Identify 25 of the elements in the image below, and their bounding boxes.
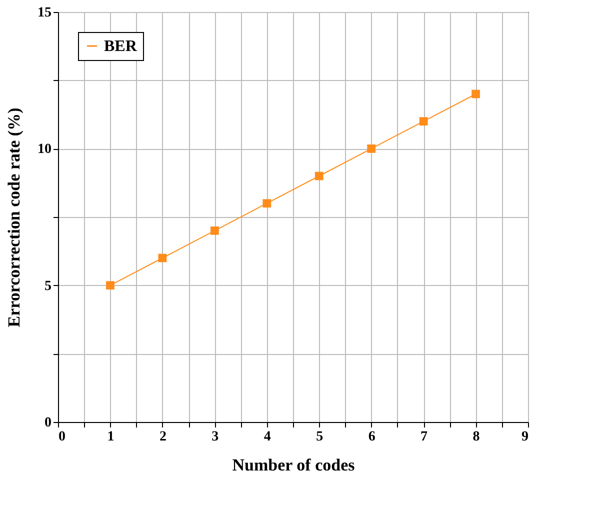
x-axis-title: Number of codes	[232, 456, 356, 474]
point	[472, 90, 480, 98]
x-tick-label: 3	[212, 430, 219, 444]
x-tick-label: 5	[316, 430, 324, 444]
y-tick-label: 15	[38, 6, 52, 20]
x-tick-label: 0	[58, 430, 66, 444]
x-tick-label: 7	[420, 430, 428, 444]
y-tick-label: 10	[38, 142, 52, 158]
point	[262, 199, 272, 208]
point	[210, 226, 219, 235]
x-tick-label: 8	[472, 430, 480, 444]
x-tick-label: 1	[107, 430, 114, 444]
point	[419, 117, 428, 126]
x-tick-label: 4	[264, 430, 271, 444]
x-tick-label: 6	[368, 430, 376, 444]
point	[367, 144, 376, 153]
y-tick-label: 0	[44, 416, 52, 430]
x-tick-label: 9	[522, 430, 528, 444]
point	[158, 254, 167, 262]
point	[314, 172, 324, 180]
x-tick-label: 2	[159, 430, 166, 444]
y-axis-title: Errorcorrection code rate (%)	[4, 108, 24, 328]
point	[106, 281, 114, 290]
y-tick-label: 5	[44, 278, 52, 294]
legend-label: BER	[104, 38, 138, 55]
